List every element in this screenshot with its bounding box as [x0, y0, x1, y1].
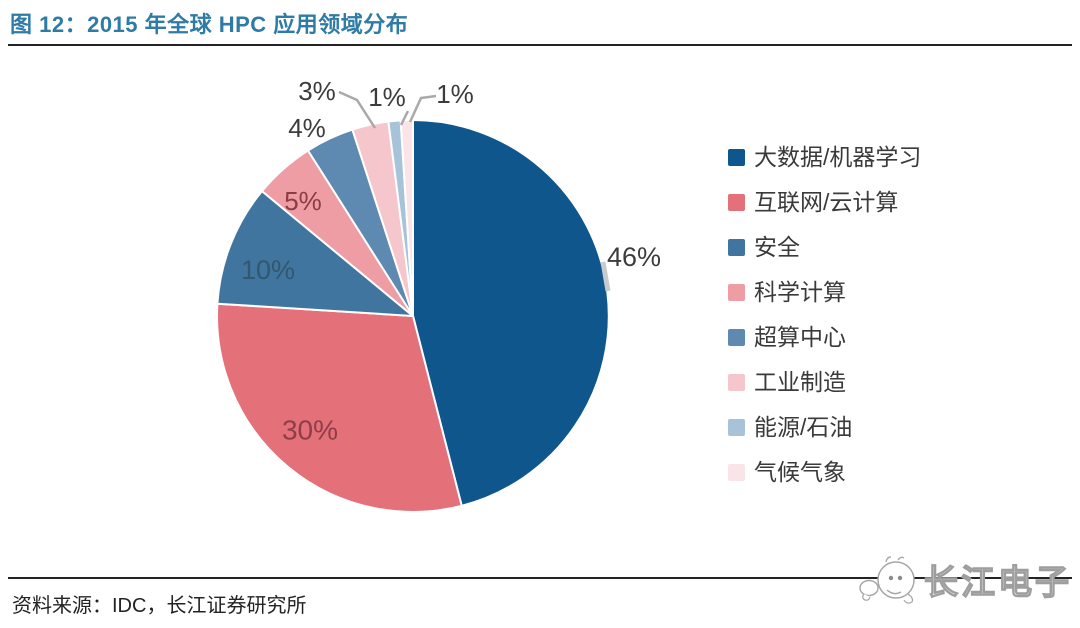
legend-item: 气候气象: [728, 459, 921, 485]
source-note: 资料来源：IDC，长江证券研究所: [12, 595, 307, 617]
legend-item: 科学计算: [728, 279, 921, 305]
legend-label: 大数据/机器学习: [754, 143, 922, 170]
title-divider: [8, 44, 1072, 46]
legend-label: 安全: [754, 233, 800, 260]
legend-item: 工业制造: [728, 369, 921, 395]
chart-legend: 大数据/机器学习 互联网/云计算 安全科学计算超算中心工业制造能源/石油气候气象: [728, 144, 921, 485]
legend-label: 气候气象: [754, 458, 846, 485]
pie-slice: [216, 190, 414, 317]
pie-slice: [399, 119, 414, 317]
legend-item: 大数据/机器学习: [728, 144, 921, 170]
legend-label: 工业制造: [754, 368, 846, 395]
legend-label: 科学计算: [754, 278, 846, 305]
pie-slice: [216, 302, 463, 513]
footer-divider: [8, 577, 1072, 579]
pie-data-label: 1%: [368, 82, 406, 112]
leader-line: [600, 261, 611, 292]
watermark-logo-icon: [859, 556, 915, 604]
legend-swatch: [728, 373, 745, 391]
leader-line: [399, 110, 410, 126]
legend-item: 能源/石油: [728, 414, 921, 440]
figure-title: 图 12：2015 年全球 HPC 应用领域分布: [10, 12, 409, 37]
legend-label: 能源/石油: [754, 413, 853, 440]
legend-swatch: [728, 418, 745, 436]
legend-swatch: [728, 463, 745, 481]
legend-swatch: [728, 193, 745, 211]
pie-data-label: 46%: [607, 242, 661, 272]
pie-data-label: 30%: [282, 415, 338, 446]
legend-item: 超算中心: [728, 324, 921, 350]
pie-slice: [412, 119, 610, 507]
pie-data-label: 3%: [298, 76, 336, 106]
pie-data-label: 1%: [436, 79, 474, 109]
legend-swatch: [728, 238, 745, 256]
legend-item: 安全: [728, 234, 921, 260]
legend-item: 互联网/云计算: [728, 189, 921, 215]
legend-swatch: [728, 148, 745, 166]
pie-data-label: 5%: [284, 186, 322, 216]
watermark: 长江电子: [858, 550, 1072, 608]
legend-swatch: [728, 328, 745, 346]
legend-label: 超算中心: [754, 323, 846, 350]
legend-swatch: [728, 283, 745, 301]
leader-line: [338, 90, 377, 129]
leader-line: [408, 94, 437, 123]
legend-label: 互联网/云计算: [754, 188, 899, 215]
pie-data-label: 4%: [288, 113, 326, 143]
pie-data-label: 10%: [241, 255, 295, 285]
watermark-text: 长江电子: [923, 563, 1072, 602]
